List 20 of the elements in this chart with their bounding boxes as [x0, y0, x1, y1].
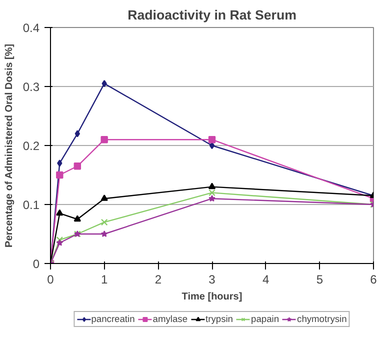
- legend-label: chymotrysin: [297, 314, 347, 324]
- legend-label: papain: [251, 314, 280, 324]
- legend-label: amylase: [152, 314, 188, 324]
- legend-label: trypsin: [206, 314, 234, 324]
- x-tick-label: 3: [208, 272, 216, 286]
- y-tick-label: 0: [32, 257, 40, 271]
- x-axis-title: Time [hours]: [182, 292, 242, 302]
- y-axis-title: Percentage of Administered Oral Dosis [%]: [4, 44, 15, 248]
- chart-title: Radioactivity in Rat Serum: [128, 8, 297, 22]
- x-tick-label: 4: [262, 272, 270, 286]
- x-tick-label: 5: [316, 272, 324, 286]
- x-tick-label: 6: [370, 272, 378, 286]
- y-tick-label: 0.3: [22, 80, 40, 94]
- y-tick-label: 0.1: [22, 198, 40, 212]
- y-tick-label: 0.2: [22, 139, 40, 153]
- x-tick-label: 1: [100, 272, 108, 286]
- y-tick-label: 0.4: [22, 21, 40, 35]
- legend-label: pancreatin: [91, 314, 135, 324]
- x-tick-label: 0: [47, 272, 54, 286]
- x-tick-label: 2: [154, 272, 162, 286]
